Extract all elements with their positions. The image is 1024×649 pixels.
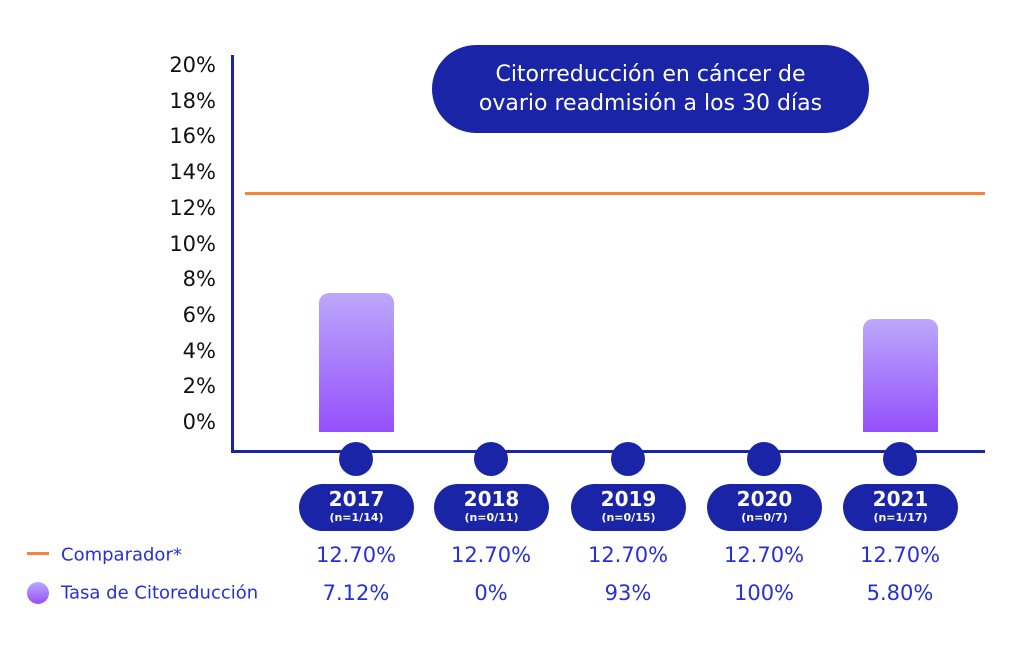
y-tick-label: 0% [182, 410, 216, 434]
y-tick-label: 12% [169, 195, 216, 220]
category-pill-2019: 2019 (n=0/15) [571, 484, 686, 531]
category-marker-dot [883, 442, 917, 476]
category-year: 2020 [736, 487, 793, 511]
comparator-value: 12.70% [587, 543, 669, 567]
rate-value: 93% [604, 581, 652, 605]
bar-2017 [319, 293, 394, 432]
rate-value: 7.12% [322, 581, 390, 605]
y-tick-label: 14% [169, 160, 216, 185]
chart-title: Citorreducción en cáncer de ovario readm… [432, 45, 869, 133]
chart-title-line-1: Citorreducción en cáncer de [495, 62, 806, 87]
legend-comparator-label: Comparador* [61, 544, 182, 566]
y-tick-label: 4% [182, 338, 216, 363]
comparator-value: 12.70% [315, 543, 397, 567]
y-tick-label: 20% [169, 53, 216, 77]
x-axis-line [231, 450, 985, 453]
category-sample: (n=0/15) [601, 511, 656, 524]
comparator-value: 12.70% [450, 543, 532, 567]
rate-value: 100% [733, 581, 795, 605]
chart-title-line-2: ovario readmisión a los 30 días [478, 91, 823, 116]
bar-2021 [863, 318, 938, 432]
comparator-value: 12.70% [859, 543, 941, 567]
category-year: 2021 [872, 487, 929, 511]
category-pill-2021: 2021 (n=1/17) [843, 484, 958, 531]
category-sample: (n=0/7) [741, 511, 788, 524]
category-pill-2020: 2020 (n=0/7) [707, 484, 822, 531]
category-sample: (n=1/17) [873, 511, 928, 524]
comparator-value: 12.70% [723, 543, 805, 567]
legend-rate-label: Tasa de Citoreducción [61, 582, 259, 604]
rate-value: 5.80% [866, 581, 934, 605]
category-marker-dot [474, 442, 508, 476]
legend-comparator-line-icon [27, 552, 49, 555]
category-pill-2018: 2018 (n=0/11) [434, 484, 549, 531]
y-tick-label: 16% [169, 124, 216, 149]
category-marker-dot [747, 442, 781, 476]
y-tick-label: 8% [182, 267, 216, 292]
comparator-line [245, 192, 985, 196]
legend-rate-dot-icon [27, 582, 49, 604]
y-tick-label: 2% [182, 374, 216, 399]
y-tick-label: 18% [169, 88, 216, 113]
category-marker-dot [611, 442, 645, 476]
y-axis-line [231, 55, 234, 453]
category-sample: (n=1/14) [329, 511, 384, 524]
rate-value: 0% [474, 581, 508, 605]
category-year: 2017 [328, 487, 385, 511]
category-pill-2017: 2017 (n=1/14) [299, 484, 414, 531]
y-tick-label: 6% [182, 302, 216, 327]
category-year: 2019 [600, 487, 657, 511]
category-marker-dot [339, 442, 373, 476]
category-sample: (n=0/11) [464, 511, 519, 524]
category-year: 2018 [463, 487, 520, 511]
y-tick-label: 10% [169, 231, 216, 256]
